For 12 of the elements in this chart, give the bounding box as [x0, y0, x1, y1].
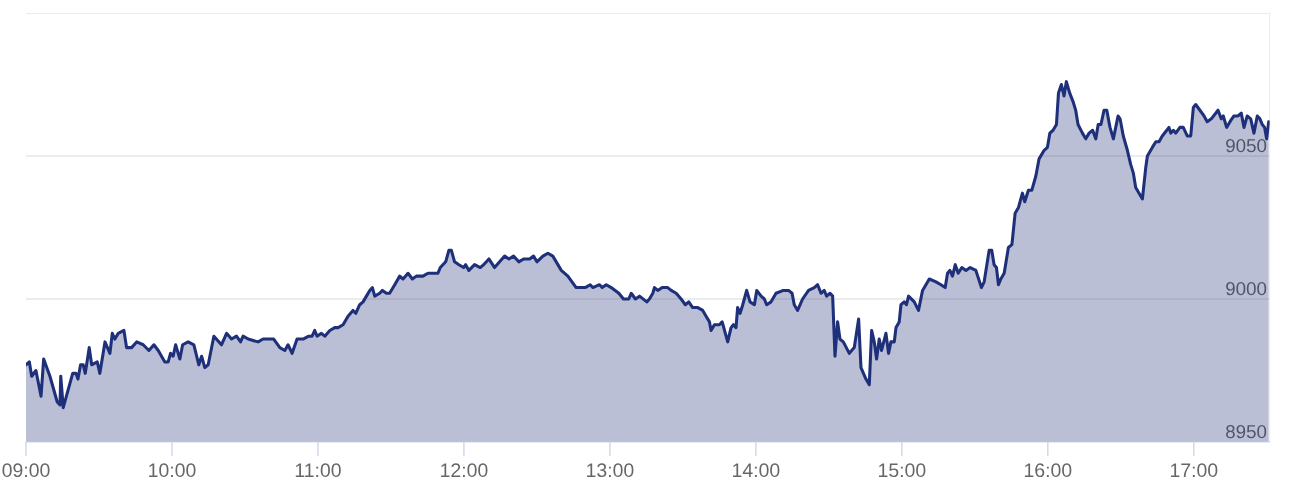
- y-tick-label: 9050: [1226, 139, 1267, 153]
- x-tick-label: 13:00: [587, 463, 634, 478]
- x-tick-label: 11:00: [295, 463, 341, 478]
- y-tick-label: 8950: [1226, 425, 1267, 439]
- x-tick-label: 16:00: [1024, 463, 1072, 478]
- x-tick-label: 17:00: [1170, 463, 1218, 478]
- x-tick-label: 12:00: [441, 463, 488, 478]
- y-tick-label: 9000: [1226, 282, 1267, 296]
- x-tick-label: 14:00: [733, 463, 780, 478]
- x-tick-label: 09:00: [2, 463, 50, 478]
- x-tick-label: 15:00: [879, 463, 926, 478]
- x-tick-label: 10:00: [149, 463, 196, 478]
